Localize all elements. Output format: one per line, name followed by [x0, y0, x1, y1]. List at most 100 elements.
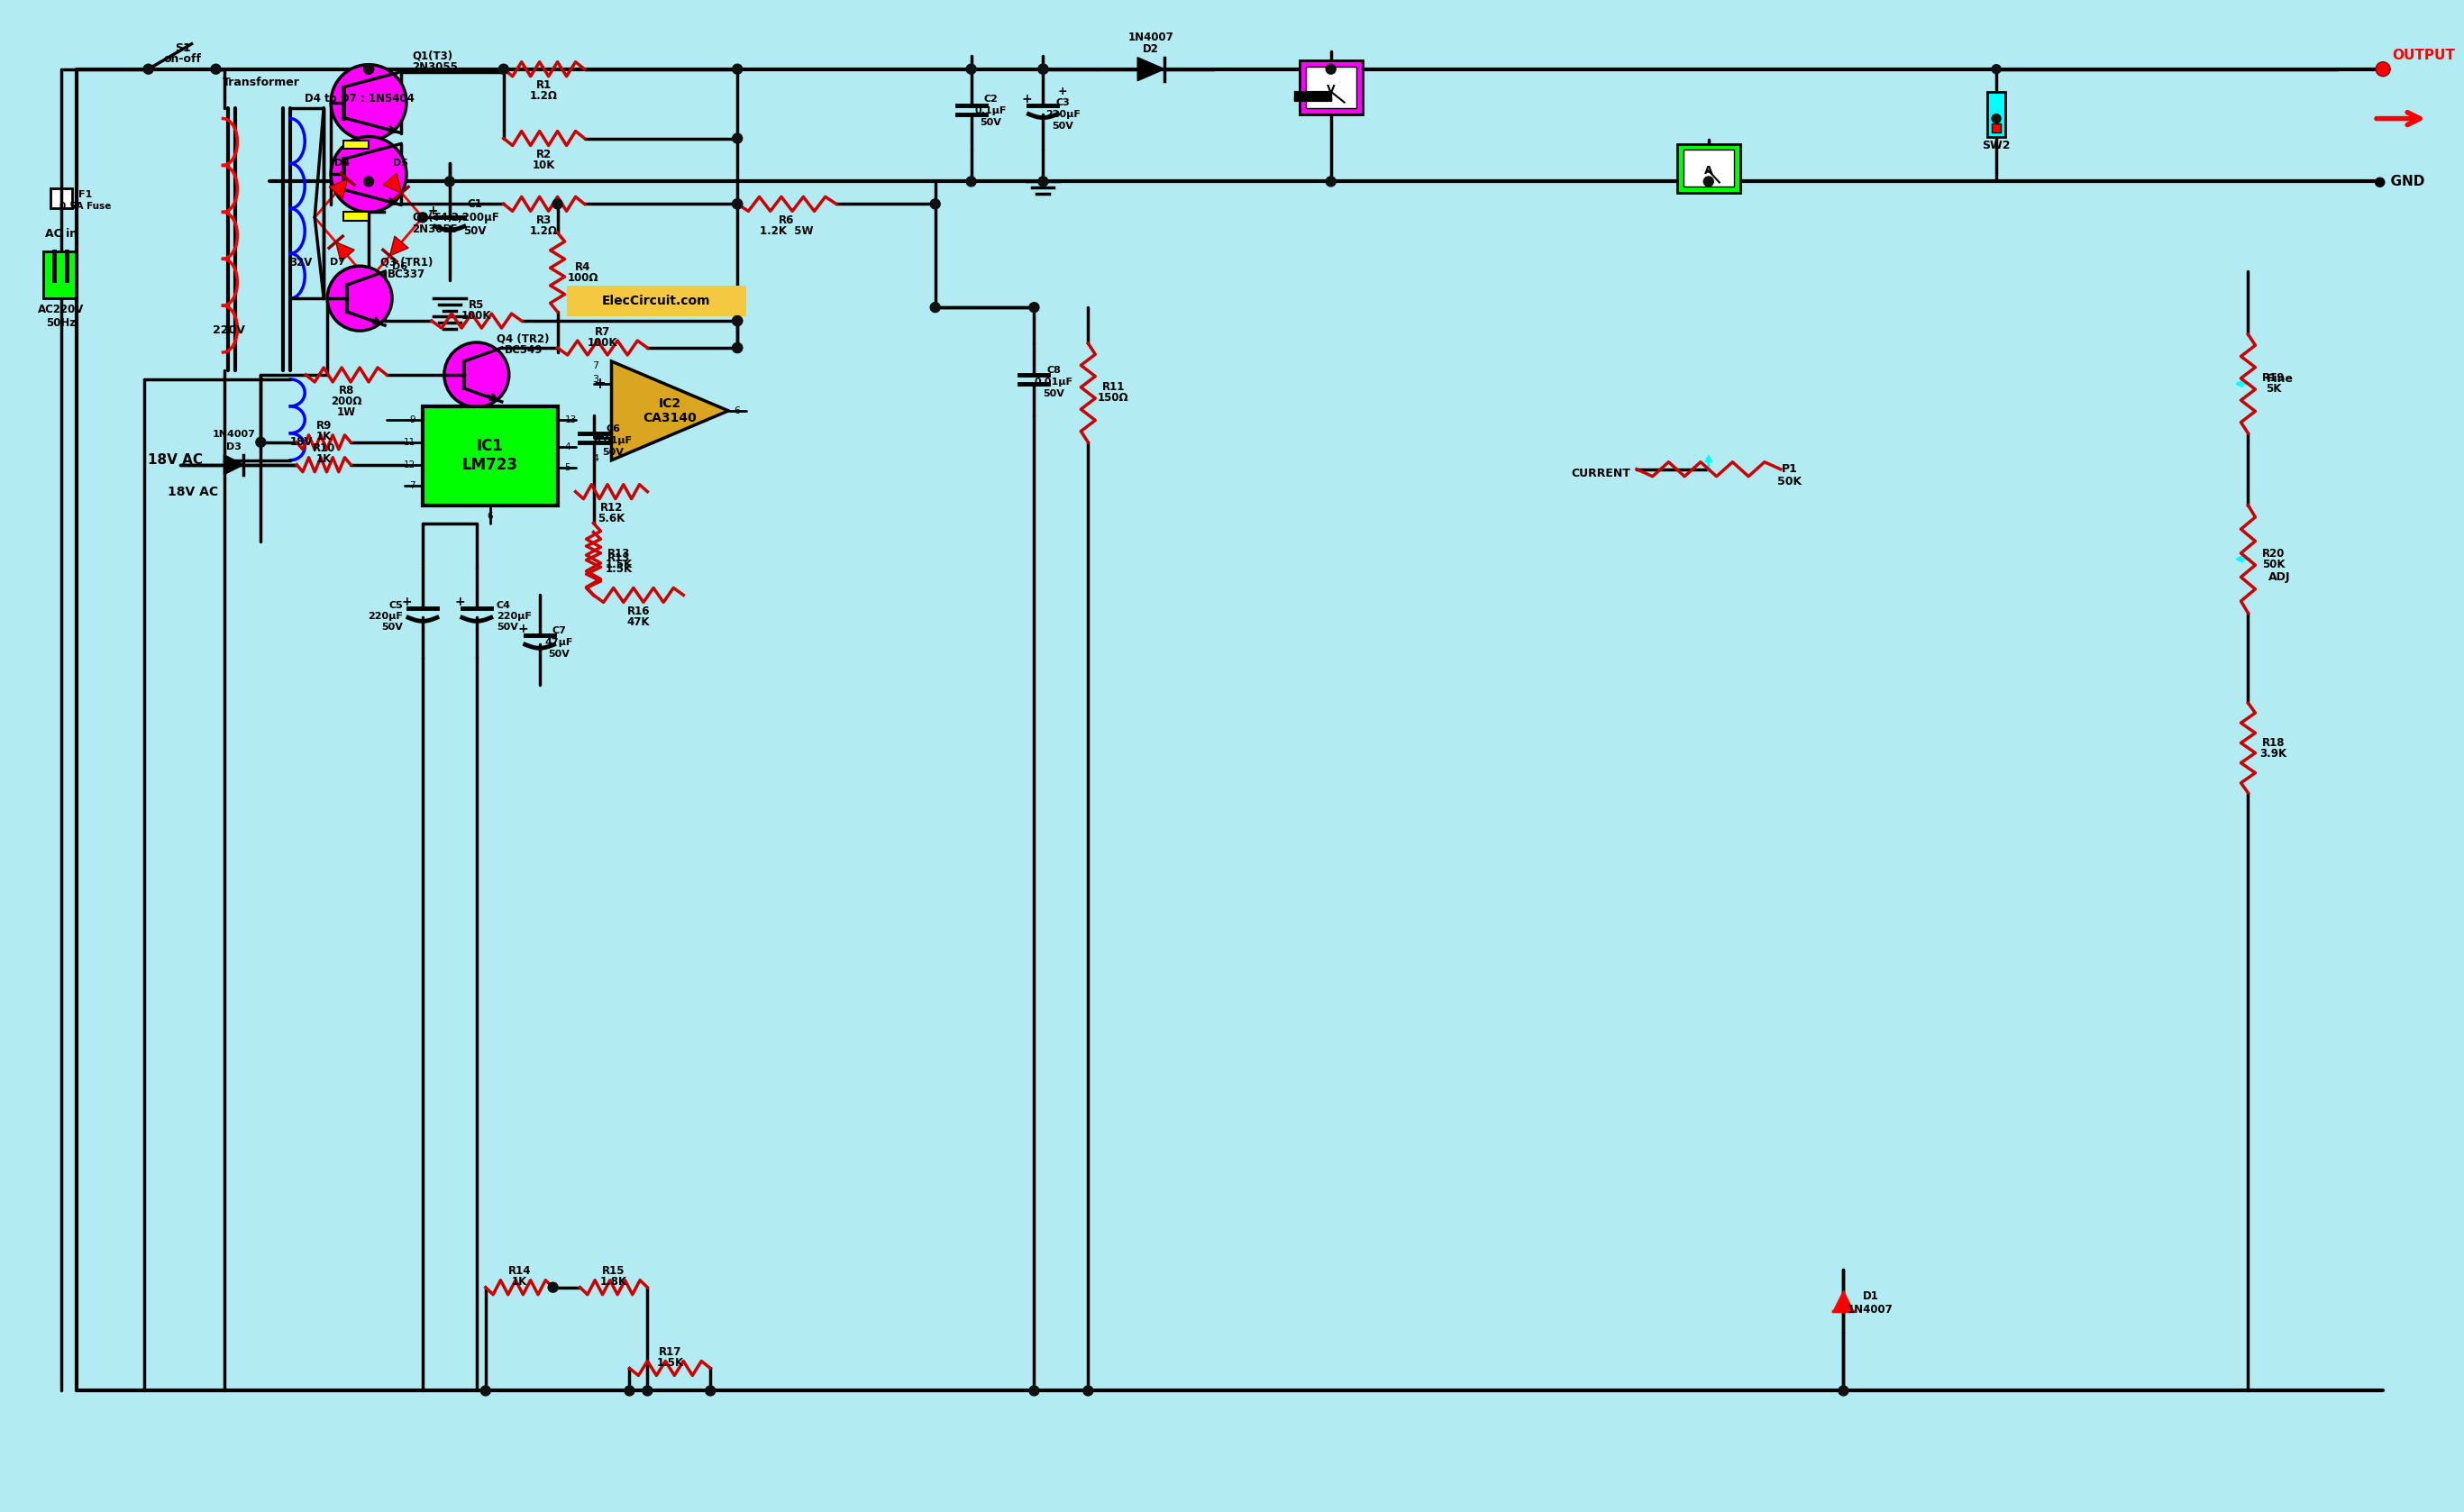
- Text: 7: 7: [409, 481, 416, 490]
- Text: 1N4007: 1N4007: [212, 429, 256, 438]
- Text: 4: 4: [591, 454, 599, 463]
- Text: BC549: BC549: [505, 345, 542, 357]
- Text: F1: F1: [79, 191, 91, 200]
- Text: ● GND: ● GND: [2373, 175, 2425, 189]
- Circle shape: [1084, 1387, 1094, 1396]
- Circle shape: [1037, 177, 1047, 186]
- Text: 50V: 50V: [981, 118, 1003, 127]
- Text: D5: D5: [392, 159, 407, 168]
- Text: 11: 11: [404, 437, 416, 446]
- Text: C6: C6: [606, 425, 621, 434]
- Circle shape: [256, 437, 266, 448]
- Text: R3: R3: [537, 215, 552, 225]
- Bar: [1678, 144, 1740, 194]
- Text: 5: 5: [564, 463, 572, 472]
- Polygon shape: [389, 236, 409, 256]
- Circle shape: [732, 200, 742, 209]
- Text: 18V: 18V: [291, 437, 313, 448]
- Circle shape: [365, 64, 375, 74]
- Bar: [44, 251, 76, 298]
- Circle shape: [143, 64, 153, 74]
- Text: 32V: 32V: [291, 257, 313, 268]
- Text: +: +: [594, 375, 606, 392]
- Circle shape: [480, 1387, 490, 1396]
- Text: C3: C3: [1055, 98, 1069, 107]
- Circle shape: [931, 200, 941, 209]
- Circle shape: [1703, 177, 1712, 186]
- Text: R14: R14: [508, 1266, 530, 1278]
- Circle shape: [732, 200, 742, 209]
- Text: R19: R19: [2262, 372, 2284, 384]
- Text: R12: R12: [601, 502, 623, 514]
- Circle shape: [1326, 64, 1335, 74]
- Text: +: +: [517, 623, 527, 635]
- Text: 4: 4: [564, 442, 572, 451]
- Circle shape: [419, 213, 429, 222]
- Text: 50Hz: 50Hz: [47, 318, 76, 328]
- Text: ADJ: ADJ: [2269, 572, 2292, 584]
- Text: 1K: 1K: [513, 1276, 527, 1288]
- Text: 0.01μF: 0.01μF: [594, 435, 633, 445]
- Text: 200Ω: 200Ω: [330, 396, 362, 408]
- Circle shape: [1037, 64, 1047, 74]
- Text: +: +: [1023, 92, 1032, 104]
- Text: 10K: 10K: [532, 159, 554, 171]
- Text: 2: 2: [591, 435, 599, 445]
- Circle shape: [365, 177, 375, 186]
- Text: 1K: 1K: [315, 431, 333, 443]
- Text: 100K: 100K: [586, 337, 618, 348]
- Text: 5K: 5K: [2264, 384, 2282, 395]
- Circle shape: [705, 1387, 715, 1396]
- Bar: [1299, 60, 1363, 113]
- Text: 6: 6: [734, 407, 739, 416]
- Bar: [1988, 92, 2006, 136]
- Text: IC1
LM723: IC1 LM723: [463, 438, 517, 473]
- Circle shape: [2375, 62, 2390, 76]
- Text: 100K: 100K: [461, 310, 493, 322]
- Text: 50K: 50K: [1777, 476, 1801, 488]
- Text: 1N4007: 1N4007: [1129, 32, 1173, 44]
- Text: 2,200μF: 2,200μF: [451, 212, 500, 224]
- Text: 220μF: 220μF: [1045, 109, 1079, 118]
- Circle shape: [732, 64, 742, 74]
- Text: R13: R13: [606, 547, 631, 559]
- Text: 220V: 220V: [214, 324, 246, 336]
- Text: 50V: 50V: [549, 650, 569, 659]
- Bar: [342, 141, 370, 150]
- Polygon shape: [335, 242, 355, 262]
- Text: 18V AC: 18V AC: [168, 485, 219, 497]
- Text: R6: R6: [779, 215, 796, 225]
- Text: C2: C2: [983, 94, 998, 103]
- Text: 3.9K: 3.9K: [2259, 747, 2287, 759]
- Text: Q4 (TR2): Q4 (TR2): [498, 333, 549, 345]
- Circle shape: [365, 64, 375, 74]
- Text: 9: 9: [409, 416, 416, 425]
- Circle shape: [1991, 65, 2001, 74]
- Text: −: −: [591, 429, 606, 446]
- Text: 2N3055: 2N3055: [411, 62, 458, 73]
- Text: 150Ω: 150Ω: [1096, 392, 1129, 404]
- Text: Q1(T3): Q1(T3): [411, 50, 453, 62]
- Text: Q2(T4): Q2(T4): [411, 212, 453, 224]
- Text: 50V: 50V: [495, 623, 517, 632]
- Circle shape: [966, 64, 976, 74]
- Text: 1K: 1K: [315, 454, 333, 466]
- Text: 1.5K: 1.5K: [606, 558, 633, 570]
- Text: 100Ω: 100Ω: [567, 272, 599, 284]
- Text: on-off: on-off: [163, 53, 202, 65]
- Text: 1.2Ω: 1.2Ω: [530, 91, 557, 101]
- Text: R16: R16: [626, 605, 650, 617]
- Text: C4: C4: [495, 602, 510, 611]
- Text: R9: R9: [315, 420, 333, 432]
- Circle shape: [330, 65, 407, 141]
- Circle shape: [1838, 1387, 1848, 1396]
- Text: R8: R8: [338, 386, 355, 396]
- Text: 50V: 50V: [382, 623, 402, 632]
- Text: 7: 7: [591, 361, 599, 370]
- Text: C1: C1: [468, 198, 483, 210]
- Text: 18V AC: 18V AC: [148, 454, 202, 467]
- Bar: [1683, 150, 1735, 187]
- Text: D3: D3: [227, 442, 241, 451]
- Polygon shape: [224, 455, 244, 475]
- Text: +: +: [456, 596, 466, 608]
